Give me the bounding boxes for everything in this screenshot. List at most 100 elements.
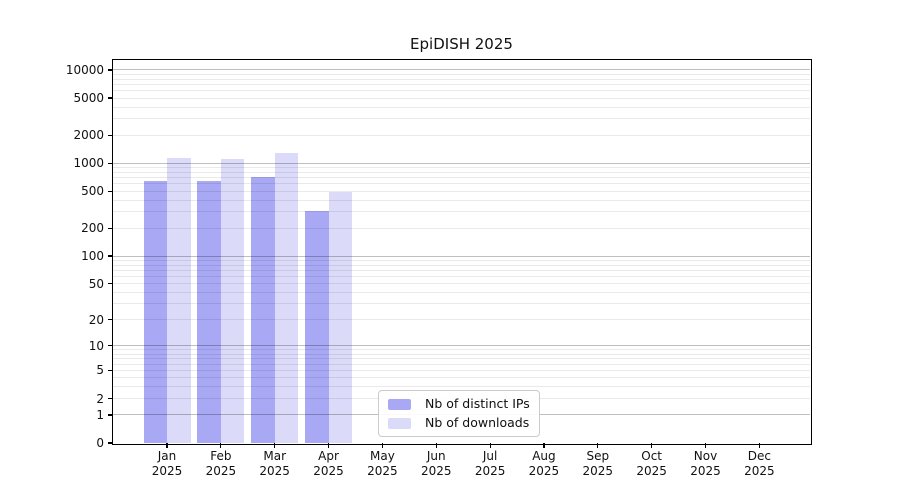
gridline-minor [113,177,810,179]
gridline-minor [113,269,810,271]
gridline-minor [113,97,810,99]
x-tick [704,443,707,448]
x-tick-label: Jun 2025 [406,449,466,479]
legend-swatch-downloads [388,417,411,429]
y-tick-label: 5 [96,363,104,378]
y-tick-label: 200 [81,221,104,236]
gridline-minor [113,292,810,294]
gridline-major [113,162,810,164]
gridline-minor [113,353,810,355]
y-tick [108,319,113,321]
chart-title: EpiDISH 2025 [410,35,513,53]
plot-area: Nb of distinct IPs Nb of downloads [111,58,812,445]
gridline-minor [113,303,810,305]
x-tick-year: 2025 [690,464,721,478]
x-tick [166,443,168,448]
x-tick-month: May [369,449,395,463]
y-tick-label: 500 [81,184,104,199]
x-tick [543,443,545,448]
gridline-minor [113,363,810,365]
bar-distinct-ips [197,181,221,443]
x-tick-label: Dec 2025 [729,449,789,479]
y-tick [108,134,113,136]
y-tick [108,442,113,444]
gridline-major [113,69,810,71]
y-tick-label: 20 [88,312,104,327]
x-tick-month: Mar [263,449,286,463]
y-tick-label: 10000 [65,62,104,77]
gridline-minor [113,90,810,92]
x-tick-label: Feb 2025 [191,449,251,479]
bar-distinct-ips [251,176,275,443]
x-tick-month: Jun [426,449,446,463]
x-tick-month: Feb [210,449,232,463]
gridline-minor [113,78,810,80]
y-tick-label: 5000 [73,91,104,106]
y-tick-label: 1 [96,407,104,422]
x-tick-month: Dec [747,449,771,463]
y-tick [108,227,113,229]
x-tick-year: 2025 [528,464,560,478]
x-tick [597,443,599,448]
y-tick [108,414,113,416]
y-tick [108,369,113,372]
y-tick-label: 100 [81,249,104,264]
x-tick-year: 2025 [151,464,183,478]
bar-distinct-ips [305,210,329,443]
gridline-minor [113,386,810,388]
y-tick [108,190,113,192]
y-tick-label: 1000 [73,156,104,171]
gridline-minor [113,106,810,108]
y-tick [108,345,113,347]
bar-downloads [167,157,191,443]
gridline-minor [113,171,810,173]
bar-downloads [220,158,245,443]
x-tick-label: May 2025 [352,449,412,479]
gridline-minor [113,276,810,278]
x-tick [274,443,276,448]
gridline-minor [113,283,810,285]
x-tick-year: 2025 [259,464,290,478]
gridline-minor [113,134,810,136]
bar-downloads [328,191,353,443]
legend-item-downloads: Nb of downloads [388,415,530,431]
x-tick-year: 2025 [205,464,237,478]
y-tick-label: 10 [88,338,104,353]
x-tick [327,443,330,448]
legend-item-distinct-ips: Nb of distinct IPs [388,396,530,412]
y-tick [108,255,113,257]
y-tick-label: 2 [96,391,104,406]
x-tick [435,443,437,448]
y-tick-label: 0 [96,436,104,450]
y-tick [108,69,113,71]
legend-label-distinct-ips: Nb of distinct IPs [425,396,530,411]
gridline-minor [113,190,810,192]
x-tick-month: Aug [532,449,556,463]
x-tick-label: Aug 2025 [514,449,574,479]
gridline-minor [113,377,810,379]
gridline-minor [113,118,810,120]
x-tick-label: Apr 2025 [299,449,359,479]
x-tick-month: Nov [693,449,718,463]
y-tick [108,283,113,285]
gridline-minor [113,369,810,371]
x-tick-label: Nov 2025 [676,449,736,479]
y-tick [108,397,113,400]
bars-layer [113,60,810,443]
x-tick-year: 2025 [744,464,775,478]
legend: Nb of distinct IPs Nb of downloads [378,390,540,437]
y-tick [108,97,113,99]
x-tick-label: Jan 2025 [137,449,197,479]
gridline-major [113,345,810,347]
x-tick-month: Oct [641,449,663,463]
gridline-major [113,255,810,257]
x-tick-month: Apr [318,449,339,463]
gridline-minor [113,264,810,266]
x-tick-year: 2025 [313,464,344,478]
y-tick [108,162,113,164]
x-tick [758,443,760,448]
x-tick-year: 2025 [420,464,452,478]
gridline-minor [113,358,810,360]
x-tick-year: 2025 [367,464,398,478]
